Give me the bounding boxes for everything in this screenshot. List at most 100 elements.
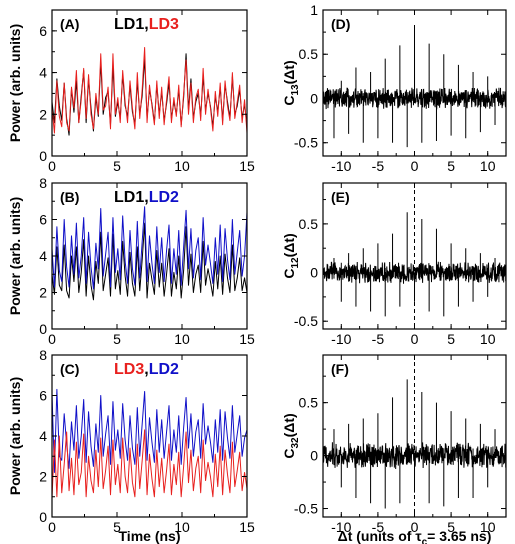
y-tick-label: 2 (39, 106, 47, 122)
y-label-subscript: 13 (290, 84, 301, 96)
x-tick-label: -10 (331, 519, 351, 535)
x-tick-label: 0 (411, 331, 419, 347)
x-tick-label: -10 (331, 158, 351, 174)
legend-entry: LD2 (149, 189, 179, 206)
x-tick-label: 5 (113, 158, 121, 174)
x-tick-label: 10 (480, 158, 496, 174)
panel-label: (B) (60, 189, 79, 205)
y-label-main: C (281, 449, 297, 459)
y-axis-label: C12(Δt) (281, 233, 301, 278)
y-tick-label: 0 (310, 265, 318, 281)
y-tick-label: 6 (39, 212, 47, 228)
series-line-2 (52, 206, 247, 290)
legend-entry: LD3 (114, 361, 144, 378)
y-label-rest: (Δt) (281, 233, 297, 257)
y-axis-label: Power (arb. units) (7, 197, 23, 315)
y-axis-label: C13(Δt) (281, 60, 301, 105)
legend-entry: LD2 (149, 361, 179, 378)
x-tick-label: 5 (447, 331, 455, 347)
y-label-rest: (Δt) (281, 413, 297, 437)
x-tick-label: 0 (411, 158, 419, 174)
series-legend: LD1,LD3 (114, 16, 179, 33)
panel-f: -10 -5 0 5 10 -0.5 0 0.5 (F) C32(Δt) Δt (units of … (281, 354, 507, 544)
y-label-subscript: 12 (290, 257, 301, 269)
plot-area (323, 25, 506, 148)
panel-e: -10 -5 0 5 10 -0.5 0 0.5 (E) C12(Δt) (281, 182, 507, 347)
x-tick-label: 10 (174, 158, 190, 174)
x-tick-label: 0 (411, 519, 419, 535)
y-axis-label: Power (arb. units) (7, 24, 23, 142)
panel-label: (F) (331, 361, 349, 377)
series-line-2 (52, 429, 247, 499)
correlation-trace (323, 25, 506, 148)
series-legend: LD1,LD2 (114, 189, 179, 206)
x-tick-label: -5 (372, 519, 385, 535)
panel-label: (A) (60, 16, 79, 32)
y-tick-label: 0.5 (299, 395, 319, 411)
x-tick-label: 15 (239, 158, 255, 174)
y-tick-label: 1 (310, 2, 318, 18)
x-tick-label: 5 (113, 331, 121, 347)
x-tick-label: 0 (48, 519, 56, 535)
x-tick-label: 15 (239, 331, 255, 347)
x-tick-label: 10 (174, 519, 190, 535)
x-tick-label: 10 (174, 331, 190, 347)
x-tick-label: -5 (372, 158, 385, 174)
plot-area (52, 206, 247, 301)
series-line-1 (52, 388, 247, 473)
y-tick-label: 0 (39, 321, 47, 337)
correlation-trace (323, 379, 506, 509)
y-tick-label: 0.5 (299, 216, 319, 232)
y-tick-label: 2 (39, 469, 47, 485)
x-tick-label: 10 (480, 519, 496, 535)
x-label-rest: = 3.65 ns) (427, 528, 491, 544)
legend-entry: , (144, 189, 148, 206)
legend-entry: , (144, 16, 148, 33)
y-tick-label: 0 (39, 148, 47, 164)
y-tick-label: -0.5 (294, 501, 318, 517)
y-tick-label: 2 (39, 285, 47, 301)
y-tick-label: 0 (310, 90, 318, 106)
y-tick-label: 4 (39, 65, 47, 81)
y-tick-label: 8 (39, 347, 47, 363)
legend-entry: LD1 (114, 189, 144, 206)
x-tick-label: 5 (113, 519, 121, 535)
x-tick-label: 5 (447, 158, 455, 174)
y-tick-label: 4 (39, 428, 47, 444)
panel-label: (C) (60, 361, 79, 377)
x-tick-label: 5 (447, 519, 455, 535)
panel-c: 0 5 10 15 0 2 4 6 8 (C) LD3,LD2 Power (arb. units) T… (7, 347, 255, 544)
x-tick-label: 15 (239, 519, 255, 535)
x-tick-label: -10 (331, 331, 351, 347)
plot-area (323, 355, 506, 517)
y-label-rest: (Δt) (281, 60, 297, 84)
correlation-trace (323, 212, 506, 317)
x-axis-label: Δt (units of τc= 3.65 ns) (338, 528, 492, 544)
y-axis-label: C32(Δt) (281, 413, 301, 458)
x-axis-label: Time (ns) (119, 528, 181, 544)
y-label-main: C (281, 269, 297, 279)
x-tick-label: 0 (48, 331, 56, 347)
y-tick-label: 0.5 (299, 46, 319, 62)
y-tick-label: -0.5 (294, 135, 318, 151)
y-label-main: C (281, 96, 297, 106)
panel-b: 0 5 10 15 0 2 4 6 8 (B) LD1,LD2 Power (arb. units) (7, 175, 255, 347)
y-tick-label: -0.5 (294, 313, 318, 329)
y-tick-label: 0 (310, 448, 318, 464)
panel-label: (E) (331, 189, 350, 205)
x-tick-label: 0 (48, 158, 56, 174)
panel-d: -10 -5 0 5 10 -0.5 0 0.5 1 (D) C13(Δt) (281, 2, 507, 174)
x-label-subscript: c (422, 537, 428, 544)
legend-entry: , (144, 361, 148, 378)
x-tick-label: -5 (372, 331, 385, 347)
y-tick-label: 0 (39, 509, 47, 525)
series-legend: LD3,LD2 (114, 361, 179, 378)
y-axis-label: Power (arb. units) (7, 377, 23, 495)
legend-entry: LD3 (149, 16, 179, 33)
y-tick-label: 8 (39, 175, 47, 191)
x-tick-label: 10 (480, 331, 496, 347)
legend-entry: LD1 (114, 16, 144, 33)
plot-area (52, 388, 247, 499)
series-line-2 (52, 47, 247, 134)
